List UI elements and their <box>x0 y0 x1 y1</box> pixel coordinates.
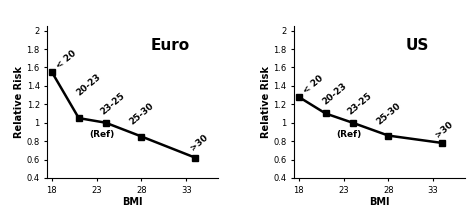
Text: US: US <box>405 38 428 53</box>
Text: 20-23: 20-23 <box>74 72 102 98</box>
Text: 23-25: 23-25 <box>346 91 373 116</box>
Text: < 20: < 20 <box>55 48 78 70</box>
Text: 20-23: 20-23 <box>321 81 349 106</box>
Text: 25-30: 25-30 <box>375 101 402 126</box>
Y-axis label: Relative Risk: Relative Risk <box>14 66 24 138</box>
Text: Euro: Euro <box>150 38 190 53</box>
Text: 23-25: 23-25 <box>99 91 126 116</box>
X-axis label: BMI: BMI <box>122 197 143 207</box>
Text: >30: >30 <box>188 132 209 152</box>
Text: 25-30: 25-30 <box>128 101 156 126</box>
X-axis label: BMI: BMI <box>369 197 390 207</box>
Text: < 20: < 20 <box>301 73 325 95</box>
Text: (Ref): (Ref) <box>337 130 362 139</box>
Y-axis label: Relative Risk: Relative Risk <box>261 66 271 138</box>
Text: (Ref): (Ref) <box>90 130 115 139</box>
Text: >30: >30 <box>433 120 454 139</box>
